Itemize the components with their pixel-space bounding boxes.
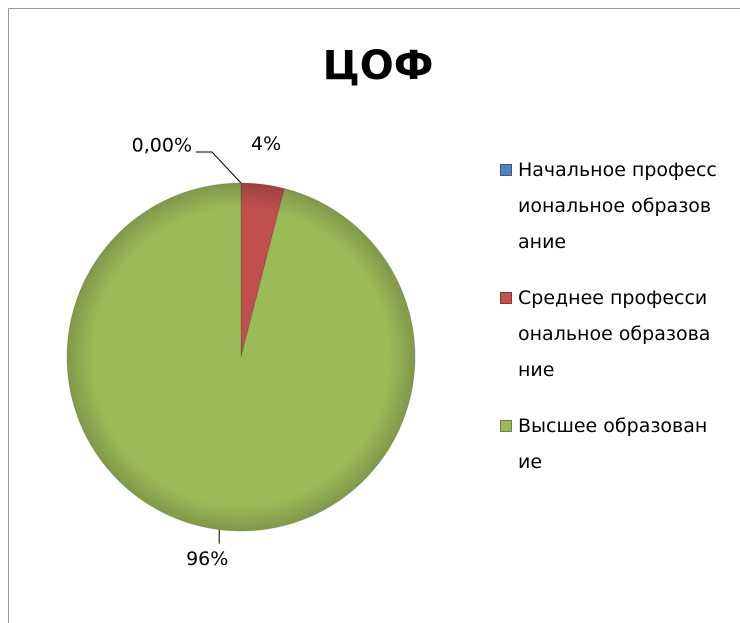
value-label: 0,00% — [132, 135, 192, 157]
chart-title: ЦОФ — [323, 43, 434, 89]
legend-label: Среднее профессиональное образование — [518, 287, 711, 381]
value-label: 96% — [186, 548, 228, 570]
value-label: 4% — [251, 133, 281, 155]
legend-swatch — [500, 164, 512, 176]
legend-item: Высшее образование — [500, 408, 725, 480]
legend-item: Начальное профессиональное образование — [500, 152, 725, 260]
legend-item: Среднее профессиональное образование — [500, 280, 725, 388]
leader-line — [196, 151, 242, 184]
legend-swatch — [500, 420, 512, 432]
legend-label: Высшее образование — [518, 415, 708, 473]
legend: Начальное профессиональное образование Ср… — [500, 152, 725, 500]
legend-swatch — [500, 292, 512, 304]
pie-slice — [66, 182, 416, 532]
legend-label: Начальное профессиональное образование — [518, 159, 717, 253]
